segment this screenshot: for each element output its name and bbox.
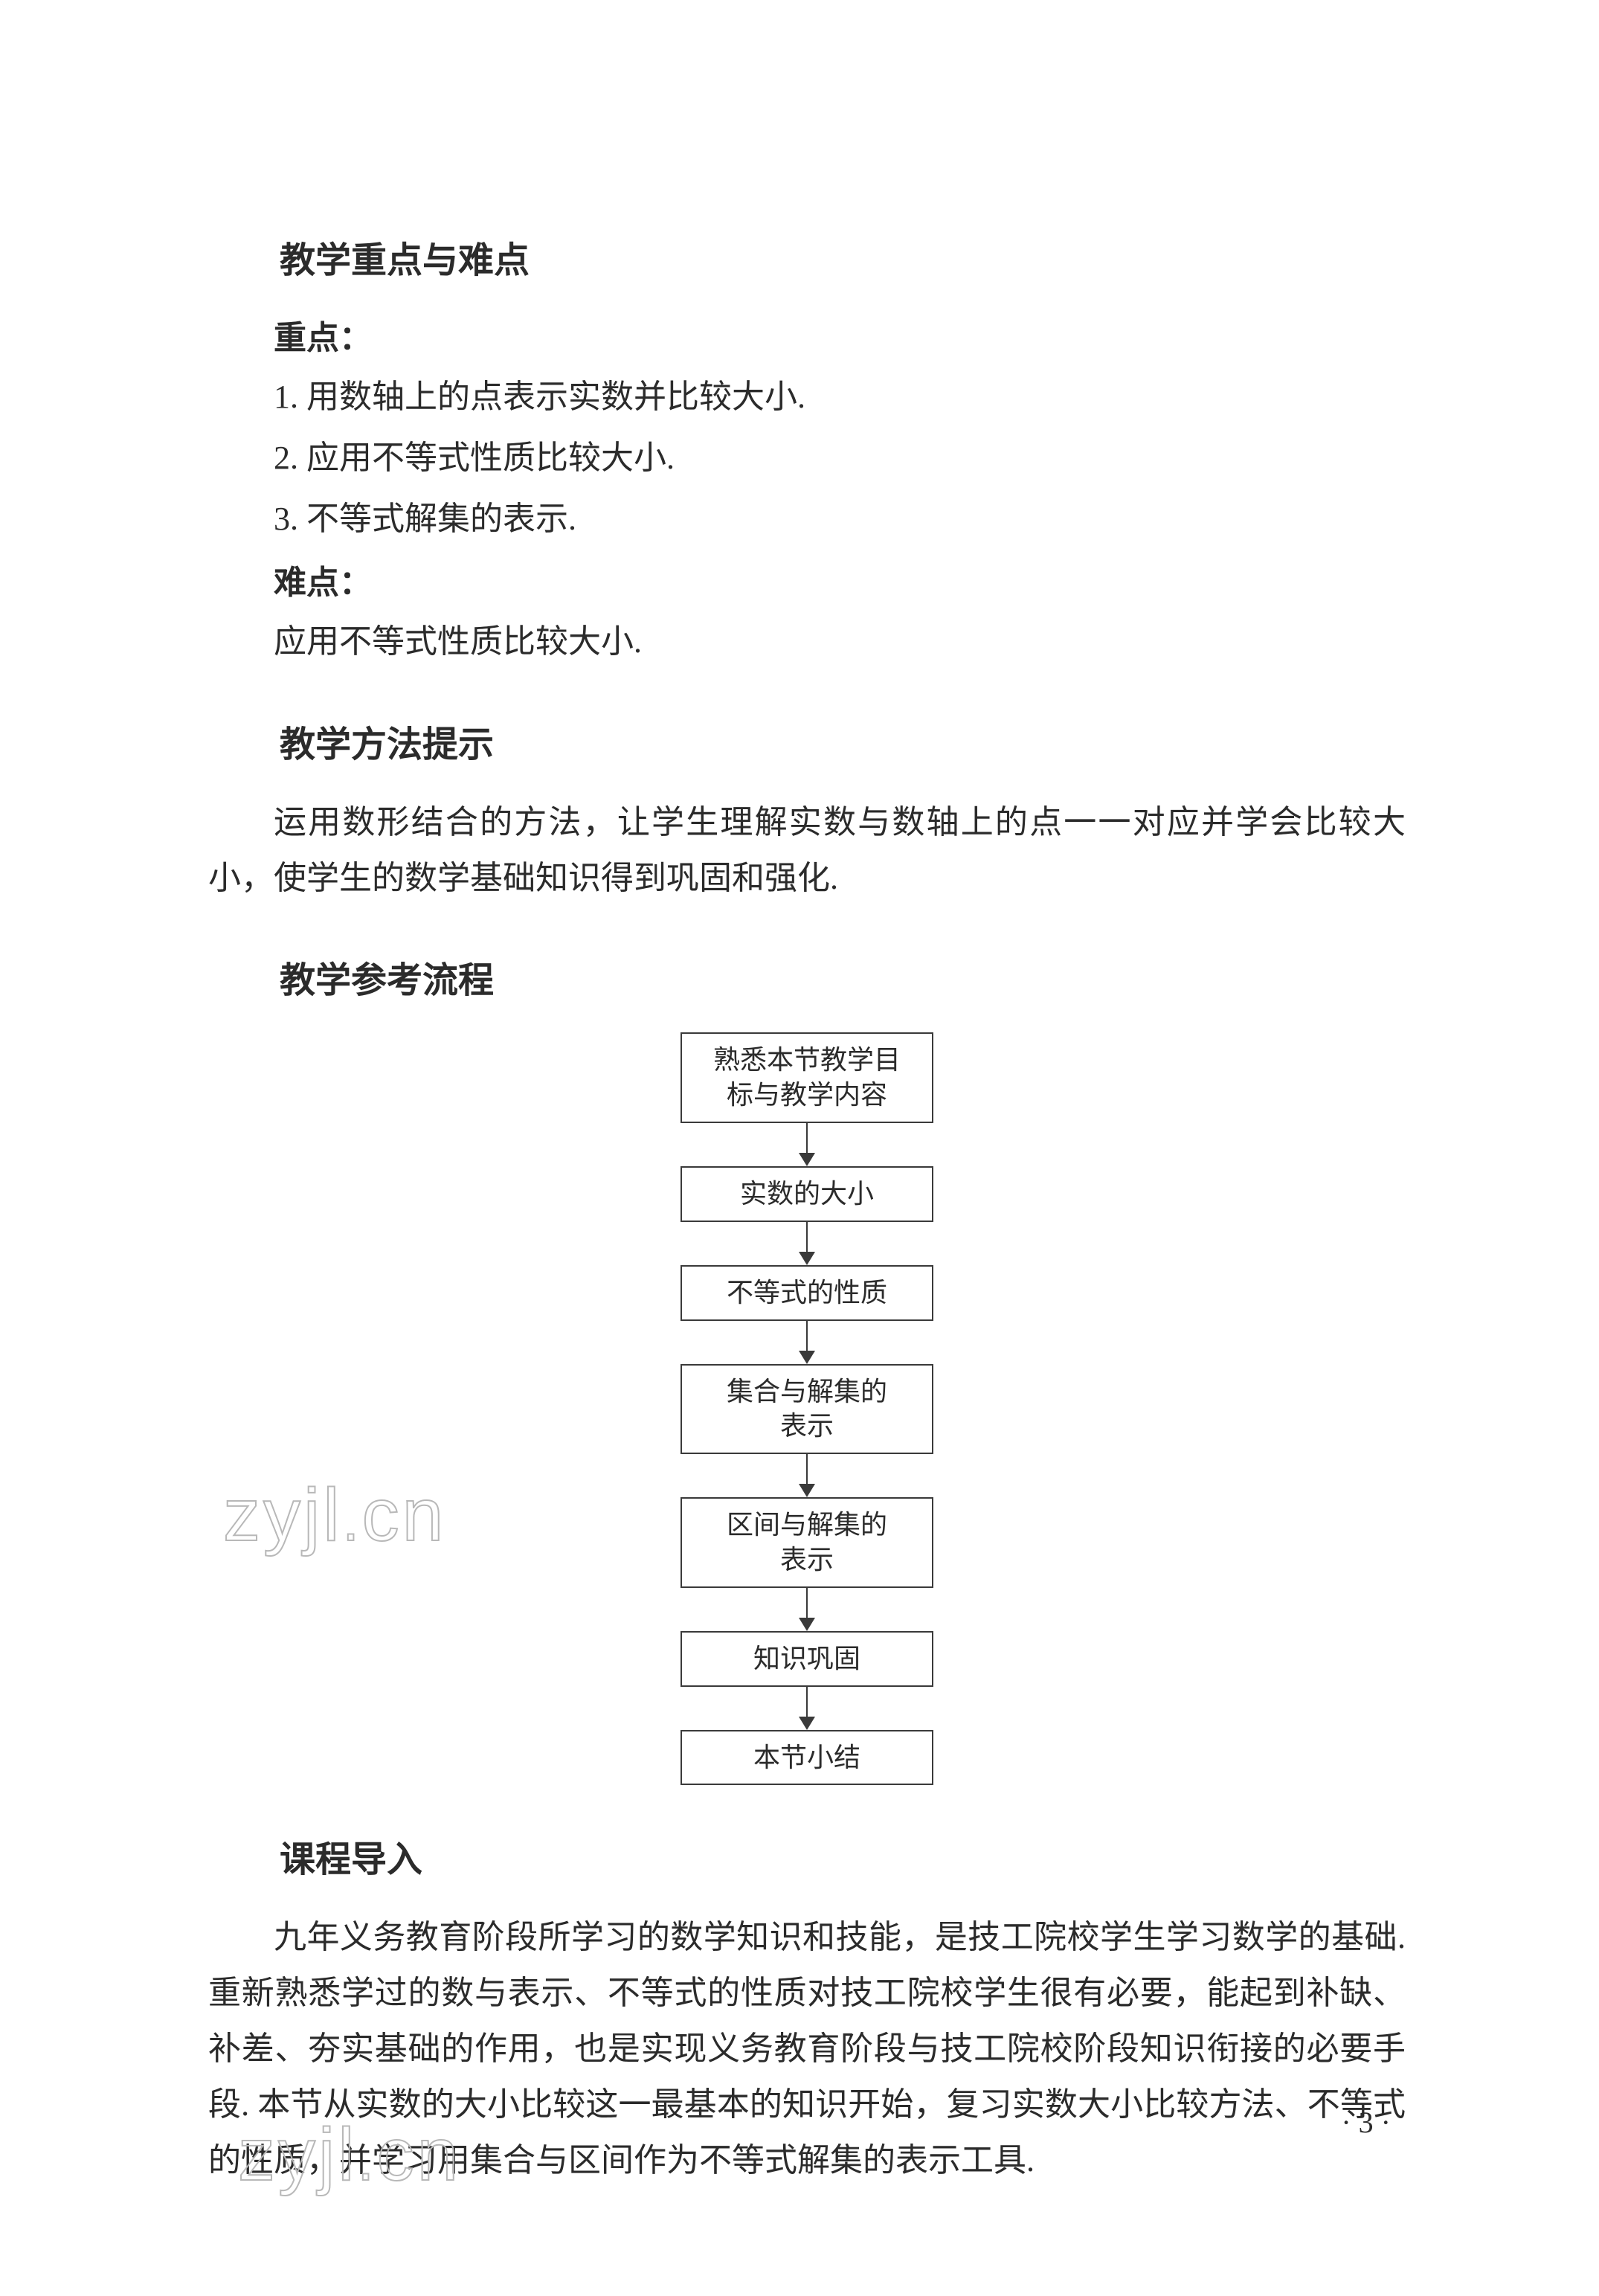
flow-arrow: [799, 1687, 815, 1730]
key-point-item: 1. 用数轴上的点表示实数并比较大小.: [208, 372, 1406, 422]
flow-node-line1: 实数的大小: [740, 1179, 874, 1209]
flow-node-line2: 标与教学内容: [727, 1080, 887, 1110]
key-point-item: 2. 应用不等式性质比较大小.: [208, 433, 1406, 483]
flow-node: 知识巩固: [681, 1631, 933, 1687]
flow-arrow: [799, 1222, 815, 1265]
flow-node-line1: 本节小结: [753, 1743, 860, 1772]
flow-node: 实数的大小: [681, 1166, 933, 1222]
flow-arrow: [799, 1588, 815, 1631]
flow-arrow: [799, 1321, 815, 1364]
flow-node-line2: 表示: [780, 1411, 834, 1441]
flow-node-line1: 区间与解集的: [727, 1510, 887, 1540]
page-number: · 3 ·: [1341, 2105, 1391, 2140]
flow-node: 不等式的性质: [681, 1265, 933, 1321]
flow-arrow: [799, 1454, 815, 1497]
section-title-intro: 课程导入: [208, 1830, 1406, 1882]
page: 教学重点与难点 重点： 1. 用数轴上的点表示实数并比较大小. 2. 应用不等式…: [0, 0, 1599, 2296]
difficult-point-line: 应用不等式性质比较大小.: [208, 617, 1406, 667]
section-title-flow: 教学参考流程: [208, 951, 1406, 1003]
watermark-text: cn: [362, 1473, 447, 1557]
watermark: zyjl.cn: [238, 2112, 461, 2198]
flow-node-line1: 集合与解集的: [727, 1377, 887, 1406]
flow-node: 本节小结: [681, 1730, 933, 1786]
watermark-dot: .: [357, 2126, 376, 2193]
flow-node: 熟悉本节教学目 标与教学内容: [681, 1032, 933, 1123]
watermark-text: zyjl: [223, 1473, 342, 1557]
key-points-label: 重点：: [208, 311, 1406, 358]
flow-node: 集合与解集的 表示: [681, 1364, 933, 1455]
section-title-method: 教学方法提示: [208, 715, 1406, 767]
key-point-item: 3. 不等式解集的表示.: [208, 494, 1406, 544]
watermark: zyjl.cn: [223, 1473, 446, 1558]
flow-node-line2: 表示: [780, 1545, 834, 1575]
method-paragraph: 运用数形结合的方法，让学生理解实数与数轴上的点一一对应并学会比较大小，使学生的数…: [208, 795, 1406, 907]
flow-node-line1: 不等式的性质: [727, 1278, 887, 1308]
watermark-text: cn: [377, 2113, 462, 2196]
section-title-keydiff: 教学重点与难点: [208, 231, 1406, 283]
watermark-dot: .: [342, 1487, 361, 1553]
flow-node-line1: 熟悉本节教学目: [713, 1045, 901, 1075]
difficult-points-label: 难点：: [208, 556, 1406, 603]
flow-node-line1: 知识巩固: [753, 1644, 860, 1673]
flow-node: 区间与解集的 表示: [681, 1497, 933, 1588]
watermark-text: zyjl: [238, 2113, 357, 2196]
flow-arrow: [799, 1123, 815, 1166]
flowchart: 熟悉本节教学目 标与教学内容 实数的大小 不等式的性质 集合与解集的 表示 区间…: [208, 1032, 1406, 1785]
